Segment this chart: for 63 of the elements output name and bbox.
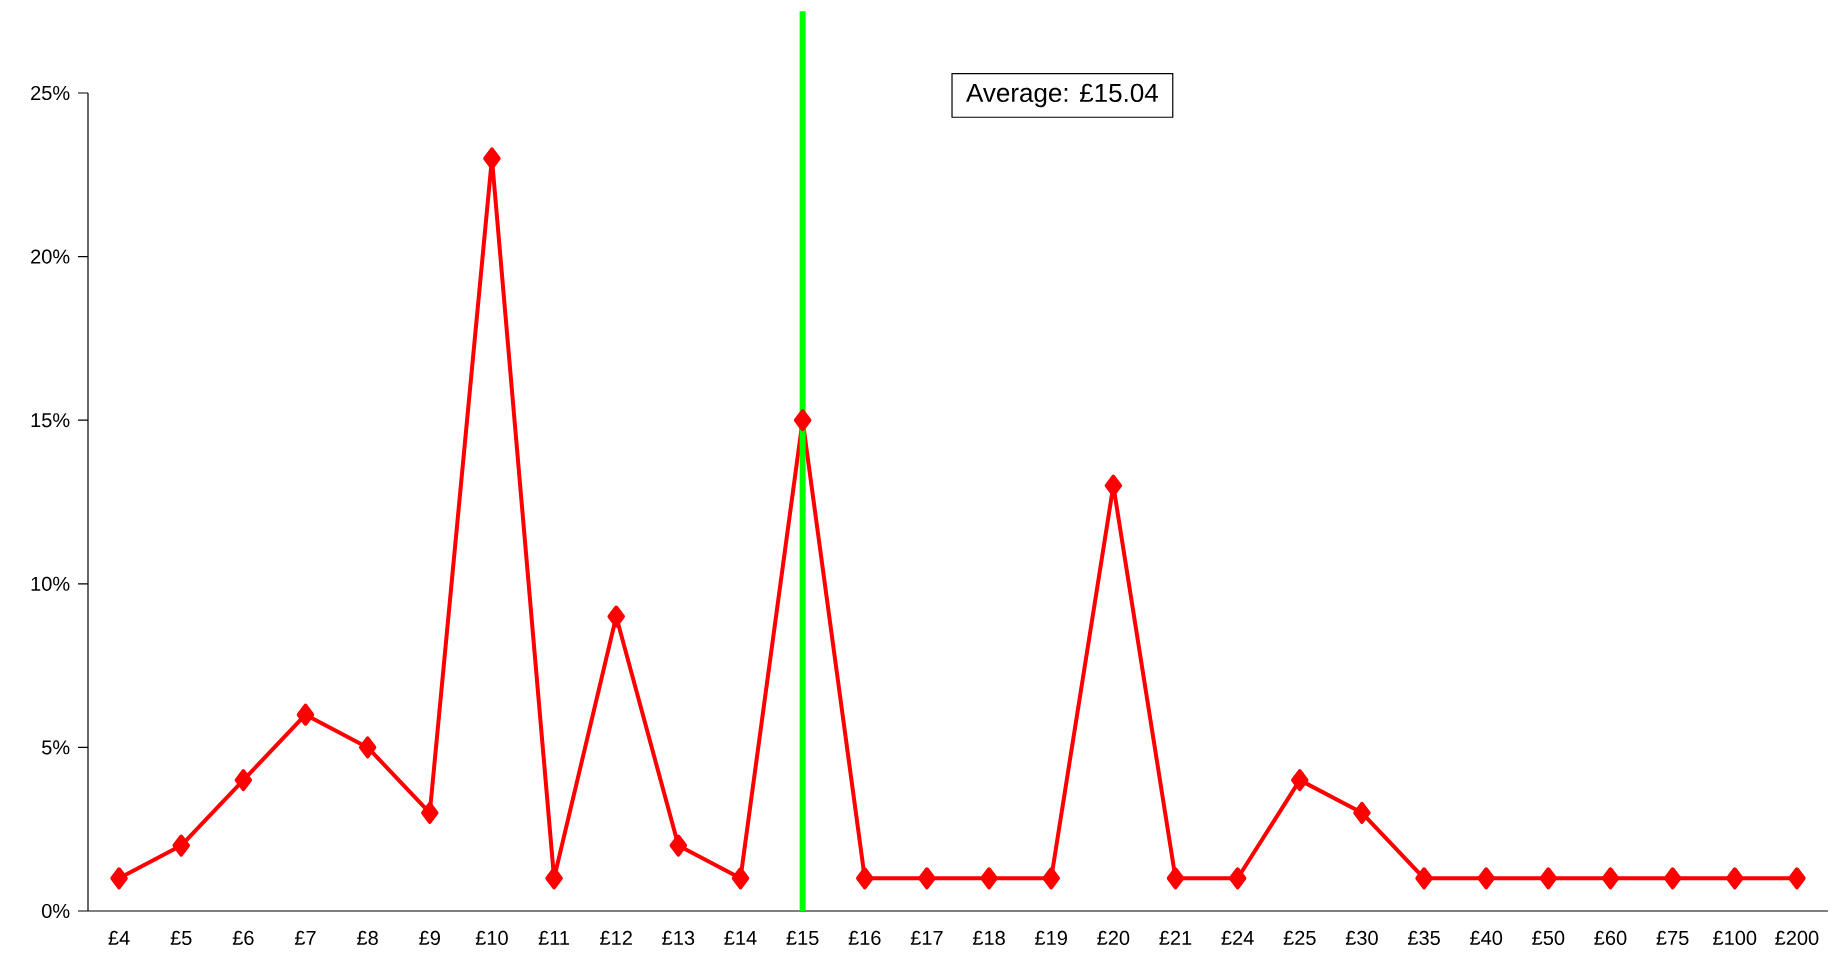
annotation: Average: £15.04 <box>966 83 1158 108</box>
x-tick-label: £24 <box>1221 930 1254 945</box>
y-tick-label: 10% <box>31 576 70 591</box>
x-tick-label: £14 <box>724 930 757 945</box>
y-tick-label: 15% <box>31 413 70 428</box>
point <box>483 147 501 170</box>
x-tick-label: £12 <box>600 930 632 945</box>
x-tick-label: £15 <box>786 930 819 946</box>
x-tick-label: £35 <box>1407 930 1440 946</box>
point <box>856 867 874 890</box>
x-tick-label: £17 <box>910 930 943 945</box>
point <box>607 605 625 628</box>
x-tick-label: £9 <box>419 930 440 946</box>
point <box>1291 769 1309 792</box>
point <box>1415 867 1433 890</box>
x-tick-label: £7 <box>294 930 316 945</box>
x-tick-label: £30 <box>1345 930 1378 946</box>
point <box>1353 801 1371 824</box>
point <box>1539 867 1558 890</box>
point <box>421 801 439 824</box>
point <box>358 736 377 759</box>
x-tick-label: £6 <box>232 930 254 946</box>
y-tick-label: 25% <box>31 85 70 101</box>
x-tick-label: £8 <box>357 930 378 946</box>
point <box>1726 867 1744 890</box>
point <box>545 867 563 890</box>
y-tick-label: 5% <box>42 740 70 755</box>
point <box>1601 867 1620 890</box>
point <box>731 867 750 890</box>
point <box>1663 867 1682 890</box>
x-tick-label: £40 <box>1470 930 1503 946</box>
point <box>110 867 128 890</box>
point <box>296 703 315 726</box>
point <box>234 769 253 792</box>
x-tick-label: £20 <box>1097 930 1130 946</box>
x-tick-label: £13 <box>662 930 695 946</box>
point <box>918 867 936 890</box>
point <box>1477 867 1495 890</box>
point <box>669 834 688 857</box>
x-tick-label: £11 <box>538 930 570 945</box>
point <box>172 834 190 857</box>
x-tick-label: £25 <box>1283 930 1316 946</box>
point <box>1042 867 1060 890</box>
y-tick-label: 0% <box>42 903 70 919</box>
x-tick-label: £75 <box>1656 930 1689 946</box>
point <box>1166 867 1185 890</box>
x-tick-label: £50 <box>1532 930 1565 946</box>
x-tick-label: £16 <box>848 930 881 946</box>
x-tick-label: £19 <box>1035 930 1067 946</box>
point <box>1104 474 1123 497</box>
x-tick-label: £4 <box>108 930 130 945</box>
x-tick-label: £60 <box>1594 930 1627 946</box>
point <box>1228 867 1247 890</box>
x-tick-label: £18 <box>972 930 1005 946</box>
point <box>1788 867 1806 890</box>
x-tick-label: £100 <box>1713 930 1757 946</box>
x-tick-label: £10 <box>475 930 508 946</box>
x-tick-label: £200 <box>1775 930 1819 946</box>
point <box>793 409 812 432</box>
y-tick-label: 20% <box>31 249 70 264</box>
point <box>980 867 998 890</box>
x-tick-label: £21 <box>1159 930 1192 945</box>
x-tick-label: £5 <box>170 930 192 946</box>
